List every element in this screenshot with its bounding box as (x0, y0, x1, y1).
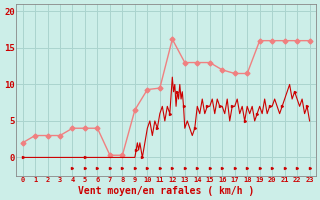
X-axis label: Vent moyen/en rafales ( km/h ): Vent moyen/en rafales ( km/h ) (78, 186, 254, 196)
